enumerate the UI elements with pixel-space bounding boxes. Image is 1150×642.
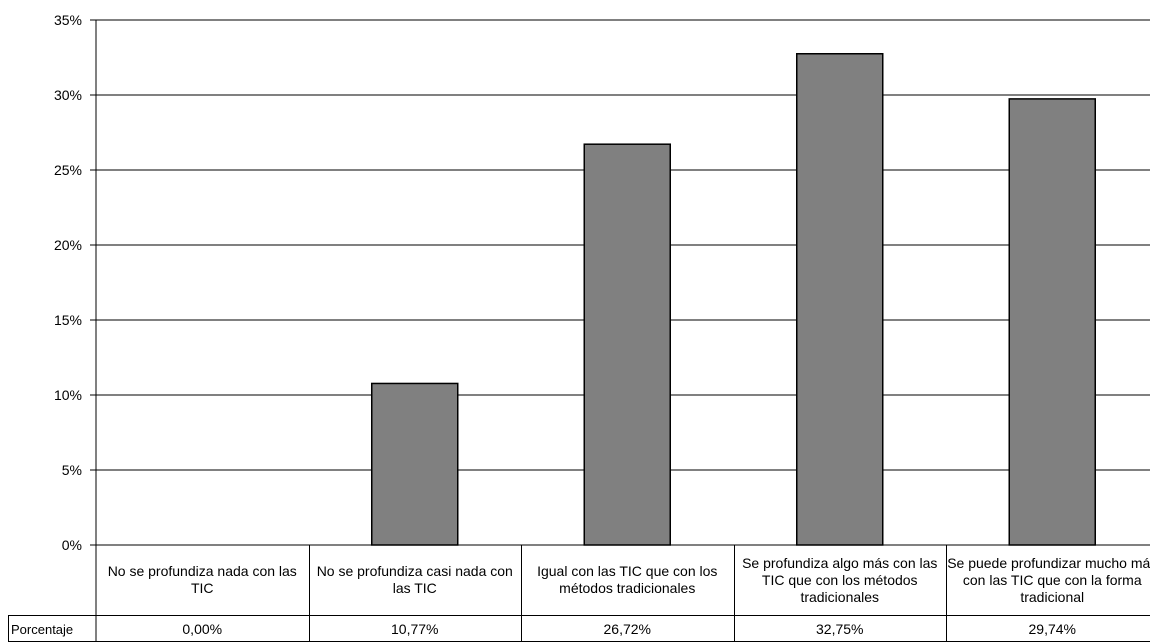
y-tick-label: 0% — [62, 537, 82, 553]
data-label: 26,72% — [603, 620, 651, 637]
y-tick-label: 5% — [62, 462, 82, 478]
category-label: Igual con las TIC que con los métodos tr… — [537, 563, 718, 596]
bars — [371, 53, 1096, 546]
y-axis-ticks: 0% 5% 10% 15% 20% 25% 30% 35% — [54, 12, 82, 553]
y-tick-label: 15% — [54, 312, 82, 328]
bar — [583, 143, 671, 546]
y-tick-label: 30% — [54, 87, 82, 103]
bar — [371, 382, 459, 546]
category-label: Se profundiza algo más con las TIC que c… — [742, 554, 938, 605]
data-label: 0,00% — [182, 620, 223, 637]
category-label: No se profundiza casi nada con las TIC — [316, 563, 513, 596]
category-label: No se profundiza nada con las TIC — [107, 563, 297, 596]
y-tick-label: 10% — [54, 387, 82, 403]
data-label: 29,74% — [1028, 620, 1076, 637]
y-tick-label: 20% — [54, 237, 82, 253]
y-tick-label: 25% — [54, 162, 82, 178]
data-label: 32,75% — [816, 620, 864, 637]
category-label: Se puede profundizar mucho más con las T… — [947, 554, 1150, 605]
data-label: 10,77% — [391, 620, 439, 637]
y-tick-label: 35% — [54, 12, 82, 28]
bar — [1008, 98, 1096, 546]
row-label: Porcentaje — [11, 621, 74, 637]
bar — [796, 53, 884, 546]
